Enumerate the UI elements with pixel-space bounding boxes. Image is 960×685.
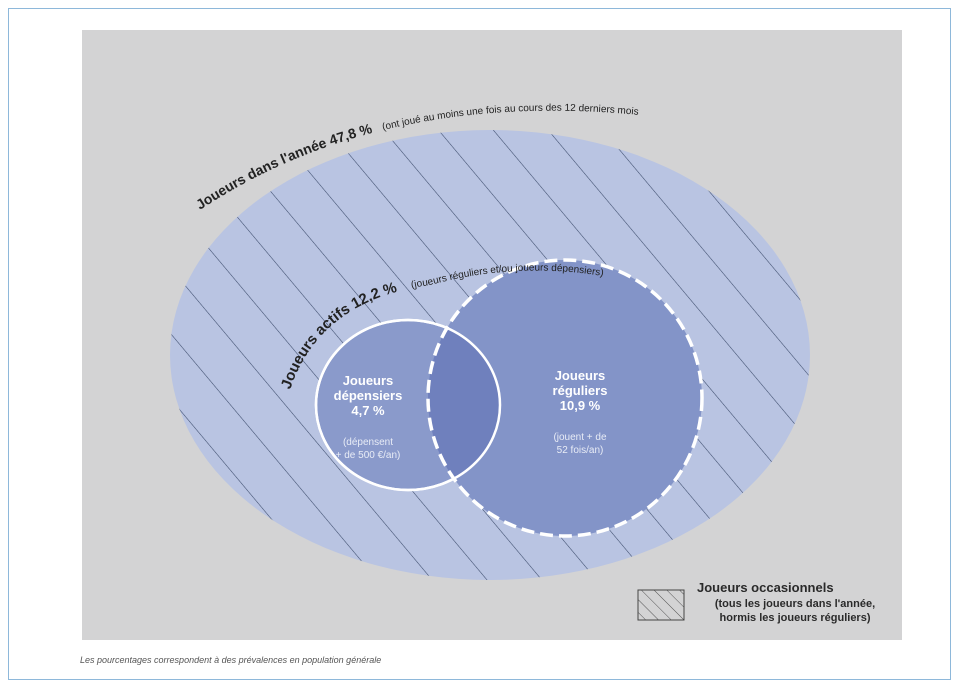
legend-title: Joueurs occasionnels: [697, 580, 834, 595]
regulars-circle: [428, 260, 702, 536]
legend-hatch-swatch: [637, 589, 685, 621]
footnote: Les pourcentages correspondent à des pré…: [80, 655, 382, 665]
spenders-title: Joueurs dépensiers 4,7 %: [333, 373, 403, 418]
spenders-label: Joueurs dépensiers 4,7 % (dépensent + de…: [318, 355, 418, 480]
regulars-dashed-outline: [426, 258, 704, 538]
regulars-label: Joueurs réguliers 10,9 % (jouent + de 52…: [530, 350, 630, 475]
overlap-region: [428, 320, 500, 490]
regulars-description: (jouent + de 52 fois/an): [553, 432, 607, 456]
spenders-outline: [314, 318, 502, 492]
figure-frame: [8, 8, 951, 680]
regulars-title: Joueurs réguliers 10,9 %: [552, 368, 608, 413]
spenders-description: (dépensent + de 500 €/an): [335, 437, 401, 461]
legend-description: (tous les joueurs dans l'année, hormis l…: [714, 598, 876, 624]
